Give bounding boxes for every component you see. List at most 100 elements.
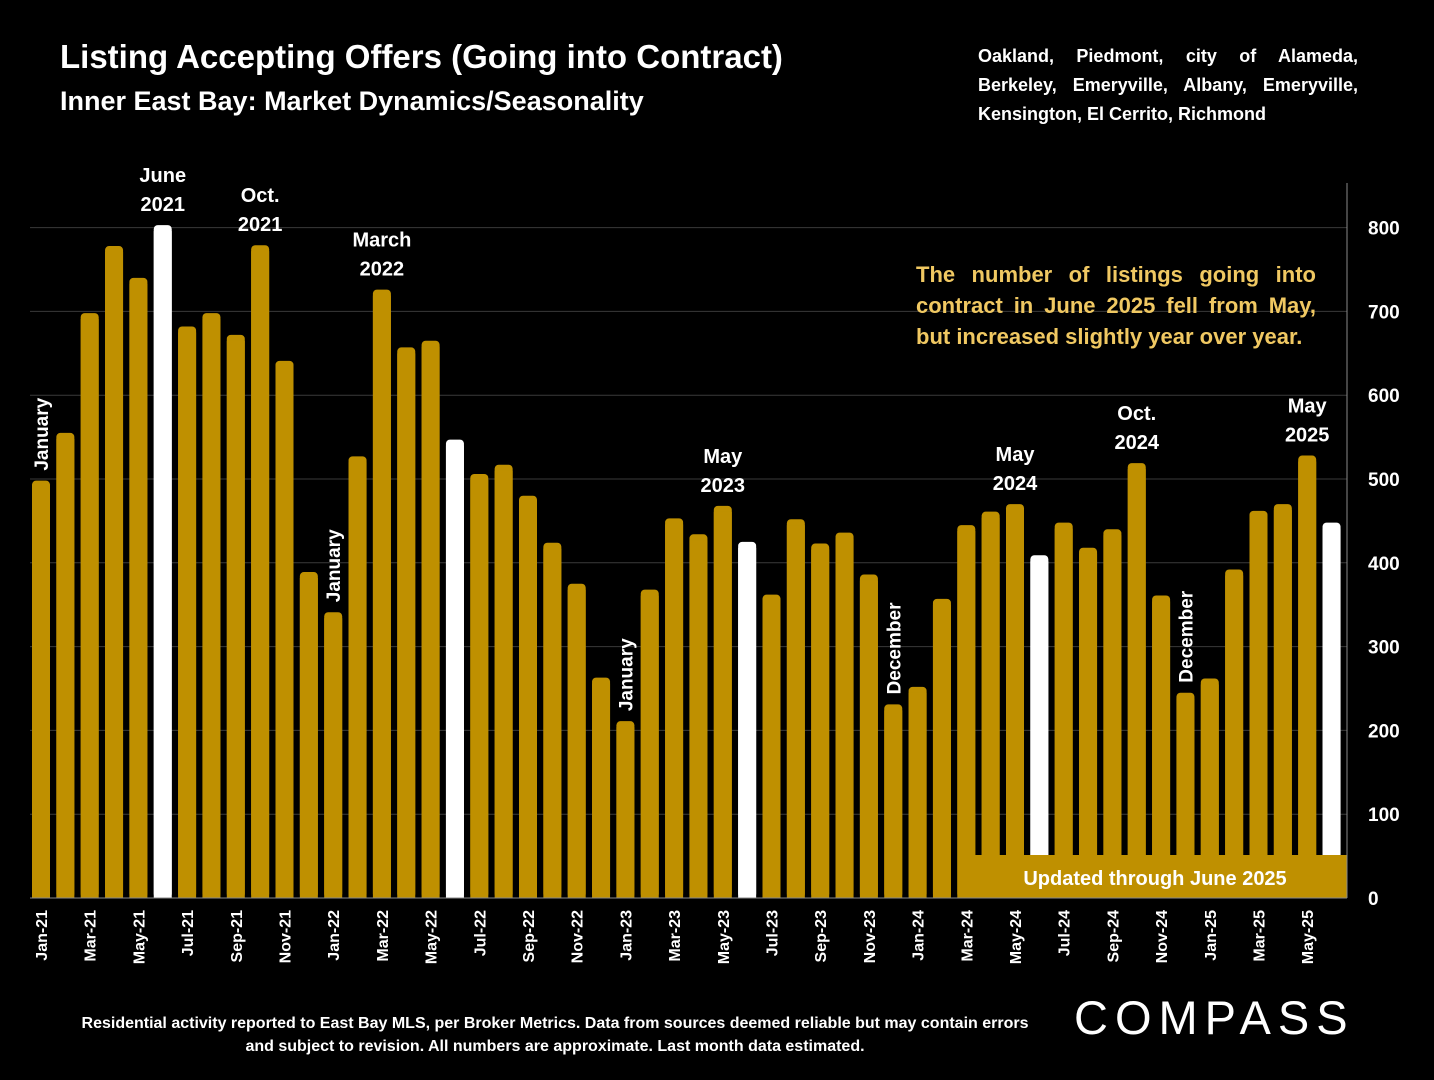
bar-body xyxy=(786,525,805,898)
y-tick-label: 0 xyxy=(1368,889,1379,910)
x-tick-label: May-21 xyxy=(131,910,148,964)
updated-banner xyxy=(962,855,1347,898)
bar-body xyxy=(1079,553,1098,898)
bar-body xyxy=(470,479,489,898)
annotation-label: January xyxy=(32,397,53,470)
bar-body xyxy=(713,511,732,898)
bar-body xyxy=(494,470,513,898)
x-tick-label: Jan-25 xyxy=(1203,910,1220,961)
compass-logo: COMPASS xyxy=(1074,991,1355,1044)
bar-body xyxy=(592,683,611,898)
bar-body xyxy=(397,353,416,899)
x-tick-label: Mar-22 xyxy=(375,910,392,962)
bar-body xyxy=(299,578,318,898)
bar-body xyxy=(567,589,586,898)
bar-body xyxy=(689,540,708,898)
bar-body xyxy=(153,231,172,898)
bar-body xyxy=(324,618,343,898)
x-tick-label: Jan-24 xyxy=(911,910,928,961)
bar-body xyxy=(202,319,221,898)
annotation-label: May 2025 xyxy=(1285,396,1330,447)
bar-body xyxy=(1176,698,1195,898)
x-tick-label: May-23 xyxy=(716,910,733,964)
bar-body xyxy=(1249,516,1268,898)
annotation-label: June 2021 xyxy=(139,165,186,216)
bar-body xyxy=(1225,575,1244,898)
annotation-label: March 2022 xyxy=(352,230,411,281)
y-tick-label: 300 xyxy=(1368,638,1400,659)
bar-body xyxy=(421,346,440,899)
bar-body xyxy=(519,501,537,898)
bar-body xyxy=(445,445,464,898)
annotation-label: December xyxy=(1176,590,1197,682)
x-tick-label: May-25 xyxy=(1300,910,1317,964)
bar-body xyxy=(348,462,367,898)
bar-body xyxy=(1127,469,1146,898)
bar-body xyxy=(251,251,270,898)
x-tick-label: Mar-23 xyxy=(667,910,684,962)
annotation-label: January xyxy=(324,529,345,602)
annotation-label: May 2023 xyxy=(701,446,746,497)
bar-body xyxy=(178,332,197,898)
bar-body xyxy=(1054,528,1073,898)
bar-body xyxy=(762,600,781,898)
bar-body xyxy=(835,538,854,898)
callout-note: The number of listings going into contra… xyxy=(916,262,1316,349)
x-tick-label: May-24 xyxy=(1008,910,1025,964)
bar-body xyxy=(1298,461,1317,898)
bar-body xyxy=(884,710,903,898)
x-axis-ticks: Jan-21 Mar-21 May-21 Jul-21 Sep-21 Nov-21 Jan-… xyxy=(34,910,1317,964)
bar-body xyxy=(32,486,50,898)
x-tick-label: Jul-23 xyxy=(765,910,782,956)
source-footer: Residential activity reported to East Ba… xyxy=(81,1015,1029,1055)
annotation-label: May 2024 xyxy=(993,444,1038,495)
bar-annotations: January June 2021 Oct. 2021 January March 2022 J… xyxy=(32,165,1329,711)
y-tick-label: 200 xyxy=(1368,721,1400,742)
bar-body xyxy=(129,283,148,898)
bar-body xyxy=(957,531,976,898)
y-tick-label: 400 xyxy=(1368,554,1400,575)
bar-body xyxy=(1103,535,1122,898)
y-tick-label: 100 xyxy=(1368,805,1400,826)
x-tick-label: Mar-25 xyxy=(1252,910,1269,962)
x-tick-label: Jul-24 xyxy=(1057,910,1074,956)
bars xyxy=(32,225,1341,899)
bar-body xyxy=(811,549,830,898)
bar-body xyxy=(372,295,391,898)
x-tick-label: Jan-22 xyxy=(326,910,343,961)
gridlines xyxy=(30,227,1347,815)
annotation-label: Oct. 2024 xyxy=(1115,403,1160,454)
region-note: Oakland, Piedmont, city of Alameda, Berk… xyxy=(978,46,1358,124)
chart-title: Listing Accepting Offers (Going into Con… xyxy=(60,38,783,75)
bar-body xyxy=(981,517,1000,898)
bar-body xyxy=(275,366,294,898)
bar-body xyxy=(226,340,245,898)
x-tick-label: Nov-22 xyxy=(570,910,587,963)
x-tick-label: Jul-21 xyxy=(180,910,197,956)
bar-body xyxy=(56,438,75,898)
x-tick-label: Sep-22 xyxy=(521,910,538,963)
bar-body xyxy=(1152,601,1171,898)
bar-body xyxy=(640,595,659,898)
x-tick-label: Nov-23 xyxy=(862,910,879,963)
bar-body xyxy=(1030,561,1049,898)
annotation-label: December xyxy=(884,602,905,694)
bar-body xyxy=(859,580,878,898)
bar-body xyxy=(738,547,757,898)
bar-body xyxy=(665,524,684,898)
y-tick-label: 500 xyxy=(1368,470,1400,491)
bar-body xyxy=(616,727,635,898)
x-tick-label: May-22 xyxy=(424,910,441,964)
bar-body xyxy=(1322,528,1341,898)
x-tick-label: Nov-24 xyxy=(1154,910,1171,963)
y-axis: 0 100 200 300 400 500 600 700 800 xyxy=(30,183,1400,910)
chart-subtitle: Inner East Bay: Market Dynamics/Seasonal… xyxy=(60,86,644,116)
bar-body xyxy=(1200,684,1219,898)
x-tick-label: Jan-21 xyxy=(34,910,51,961)
bar-body xyxy=(1006,510,1024,898)
bar-body xyxy=(932,604,951,898)
x-tick-label: Mar-24 xyxy=(959,910,976,962)
y-tick-label: 800 xyxy=(1368,219,1400,240)
x-tick-label: Jul-22 xyxy=(472,910,489,956)
